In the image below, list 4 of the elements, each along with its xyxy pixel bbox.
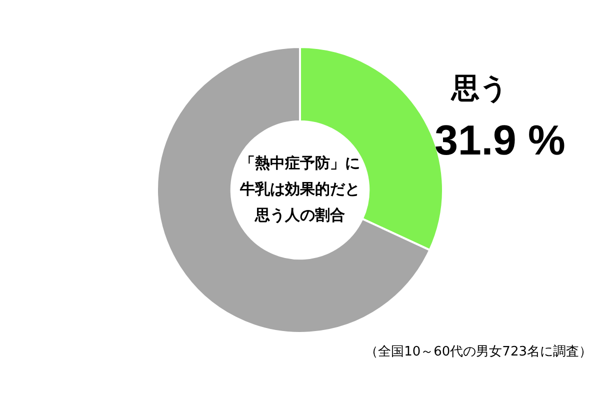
slice-label: 思う (450, 71, 508, 104)
text: （全国10～60代の男女723名に調査） (365, 344, 592, 360)
data-label: 31.9 % (434, 116, 566, 164)
text: 「熱中症予防」に牛乳は効果的だと思う人の割合 (239, 154, 360, 224)
